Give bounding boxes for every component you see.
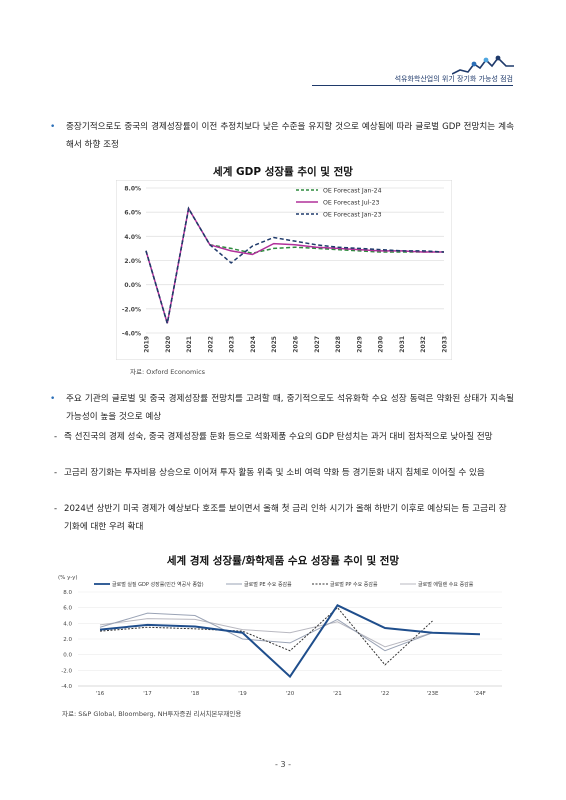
chart2-title: 세계 경제 성장률/화학제품 수요 성장률 추이 및 전망 bbox=[166, 555, 400, 567]
chart2-ytick-label: 4.0 bbox=[63, 621, 72, 627]
chart1-xtick-label: 2023 bbox=[229, 336, 236, 353]
chart1-series-line bbox=[145, 206, 445, 324]
bullet-icon: • bbox=[50, 122, 56, 132]
chart2-y-unit: (% y-y) bbox=[58, 575, 78, 581]
dash-text-1: 즉 선진국의 경제 성숙, 중국 경제성장률 둔화 등으로 석화제품 수요의 G… bbox=[64, 432, 493, 442]
chart2-ytick-label: -2.0 bbox=[61, 668, 72, 674]
chart2-ytick-label: 6.0 bbox=[63, 606, 72, 612]
chart2-xtick-label: '21 bbox=[333, 691, 342, 697]
chart1-ytick-label: 4.0% bbox=[124, 234, 141, 241]
chart1-ytick-label: -4.0% bbox=[122, 331, 141, 338]
chart2-legend-label: 글로벌 에틸렌 수요 증감률 bbox=[418, 581, 474, 588]
dash-item-1: - 즉 선진국의 경제 성숙, 중국 경제성장률 둔화 등으로 석화제품 수요의… bbox=[54, 428, 514, 446]
chart1-legend-label: OE Forecast Jan-23 bbox=[323, 212, 382, 219]
chart2-source: 자료: S&P Global, Bloomberg, NH투자증권 리서치본부재… bbox=[62, 710, 242, 718]
demand-growth-chart: (% y-y) 8.0 6.0 4.0 2.0 0.0 -2.0 -4.0 '16 '17 '18 '… bbox=[54, 570, 518, 702]
chart1-ytick-label: 6.0% bbox=[124, 210, 141, 217]
chart2-legend-label: 글로벌 PP 수요 증감률 bbox=[330, 581, 378, 588]
chart1-xtick-label: 2020 bbox=[165, 336, 172, 353]
dash-text-2: 고금리 장기화는 투자비용 상승으로 이어져 투자 활동 위축 및 소비 여력 … bbox=[64, 468, 485, 478]
chart1-xtick-label: 2029 bbox=[356, 336, 363, 353]
chart2-xtick-label: '20 bbox=[286, 691, 295, 697]
chart2-xtick-label: '17 bbox=[143, 691, 152, 697]
chart2-ytick-label: 0.0 bbox=[63, 653, 72, 659]
chart1-xtick-label: 2022 bbox=[207, 336, 214, 353]
dash-item-3: - 2024년 상반기 미국 경제가 예상보다 호조를 보이면서 올해 첫 금리… bbox=[54, 500, 514, 536]
chart2-xtick-label: '19 bbox=[238, 691, 247, 697]
bullet-text-1: 중장기적으로도 중국의 경제성장률이 이전 추정치보다 낮은 수준을 유지할 것… bbox=[66, 122, 514, 150]
chart1-xtick-label: 2028 bbox=[335, 336, 342, 353]
chart1-legend-label: OE Forecast Jan-24 bbox=[323, 188, 382, 195]
chart1-source: 자료: Oxford Economics bbox=[130, 368, 206, 376]
chart2-xtick-label: '22 bbox=[381, 691, 390, 697]
bullet-text-2: 주요 기관의 글로벌 및 중국 경제성장률 전망치를 고려할 때, 중기적으로도… bbox=[66, 394, 514, 422]
bullet-paragraph-1: • 중장기적으로도 중국의 경제성장률이 이전 추정치보다 낮은 수준을 유지할… bbox=[50, 118, 514, 154]
chart1-xtick-label: 2021 bbox=[186, 336, 193, 353]
page-number: - 3 - bbox=[275, 760, 291, 769]
chart2-xtick-label: '16 bbox=[96, 691, 105, 697]
chart2-series-line bbox=[99, 618, 433, 648]
header-wave-logo bbox=[452, 55, 514, 75]
gdp-growth-chart: 8.0% 6.0% 4.0% 2.0% 0.0% -2.0% -4.0%2019 2020 20… bbox=[116, 180, 452, 360]
chart1-series-line bbox=[145, 206, 444, 324]
chart2-ytick-label: 8.0 bbox=[63, 590, 72, 596]
chart2-series-line bbox=[99, 606, 433, 666]
chart1-ytick-label: 8.0% bbox=[124, 186, 141, 193]
chart1-series-line bbox=[145, 206, 444, 324]
chart2-xtick-label: '24F bbox=[474, 691, 486, 697]
chart1-ytick-label: 2.0% bbox=[124, 258, 141, 265]
bullet-paragraph-2: • 주요 기관의 글로벌 및 중국 경제성장률 전망치를 고려할 때, 중기적으… bbox=[50, 390, 514, 426]
chart1-xtick-label: 2031 bbox=[399, 336, 406, 353]
dash-text-3: 2024년 상반기 미국 경제가 예상보다 호조를 보이면서 올해 첫 금리 인… bbox=[64, 504, 507, 532]
chart1-ytick-label: -2.0% bbox=[122, 306, 141, 313]
chart1-xtick-label: 2025 bbox=[271, 336, 278, 353]
dash-marker: - bbox=[54, 432, 58, 442]
dash-marker: - bbox=[54, 504, 58, 514]
chart1-xtick-label: 2032 bbox=[420, 336, 427, 353]
chart2-xtick-label: '23E bbox=[427, 691, 440, 697]
header-divider bbox=[312, 85, 513, 86]
header-title: 석유화학산업의 위기 장기화 가능성 점검 bbox=[394, 75, 513, 83]
chart2-legend-label: 글로벌 실질 GDP 성장률(민간 역공사 종합) bbox=[112, 581, 204, 588]
chart2-ytick-label: 2.0 bbox=[63, 637, 72, 643]
chart1-xtick-label: 2019 bbox=[144, 336, 151, 353]
chart2-ytick-label: -4.0 bbox=[61, 684, 72, 690]
dash-marker: - bbox=[54, 468, 58, 478]
chart1-title: 세계 GDP 성장률 추이 및 전망 bbox=[213, 166, 353, 178]
chart1-xtick-label: 2027 bbox=[314, 336, 321, 353]
chart1-ytick-label: 0.0% bbox=[124, 282, 141, 289]
chart1-legend-label: OE Forecast Jul-23 bbox=[323, 200, 380, 207]
dash-item-2: - 고금리 장기화는 투자비용 상승으로 이어져 투자 활동 위축 및 소비 여… bbox=[54, 464, 514, 482]
chart1-xtick-label: 2033 bbox=[442, 336, 449, 353]
chart2-xtick-label: '18 bbox=[191, 691, 200, 697]
chart2-series-line bbox=[99, 604, 481, 679]
chart1-frame bbox=[116, 180, 452, 360]
chart1-xtick-label: 2030 bbox=[378, 336, 385, 353]
chart1-xtick-label: 2026 bbox=[293, 336, 300, 353]
chart1-xtick-label: 2024 bbox=[250, 336, 257, 353]
chart2-legend-label: 글로벌 PE 수요 증감률 bbox=[244, 581, 292, 588]
bullet-icon: • bbox=[50, 394, 56, 404]
chart2-frame bbox=[54, 570, 518, 702]
